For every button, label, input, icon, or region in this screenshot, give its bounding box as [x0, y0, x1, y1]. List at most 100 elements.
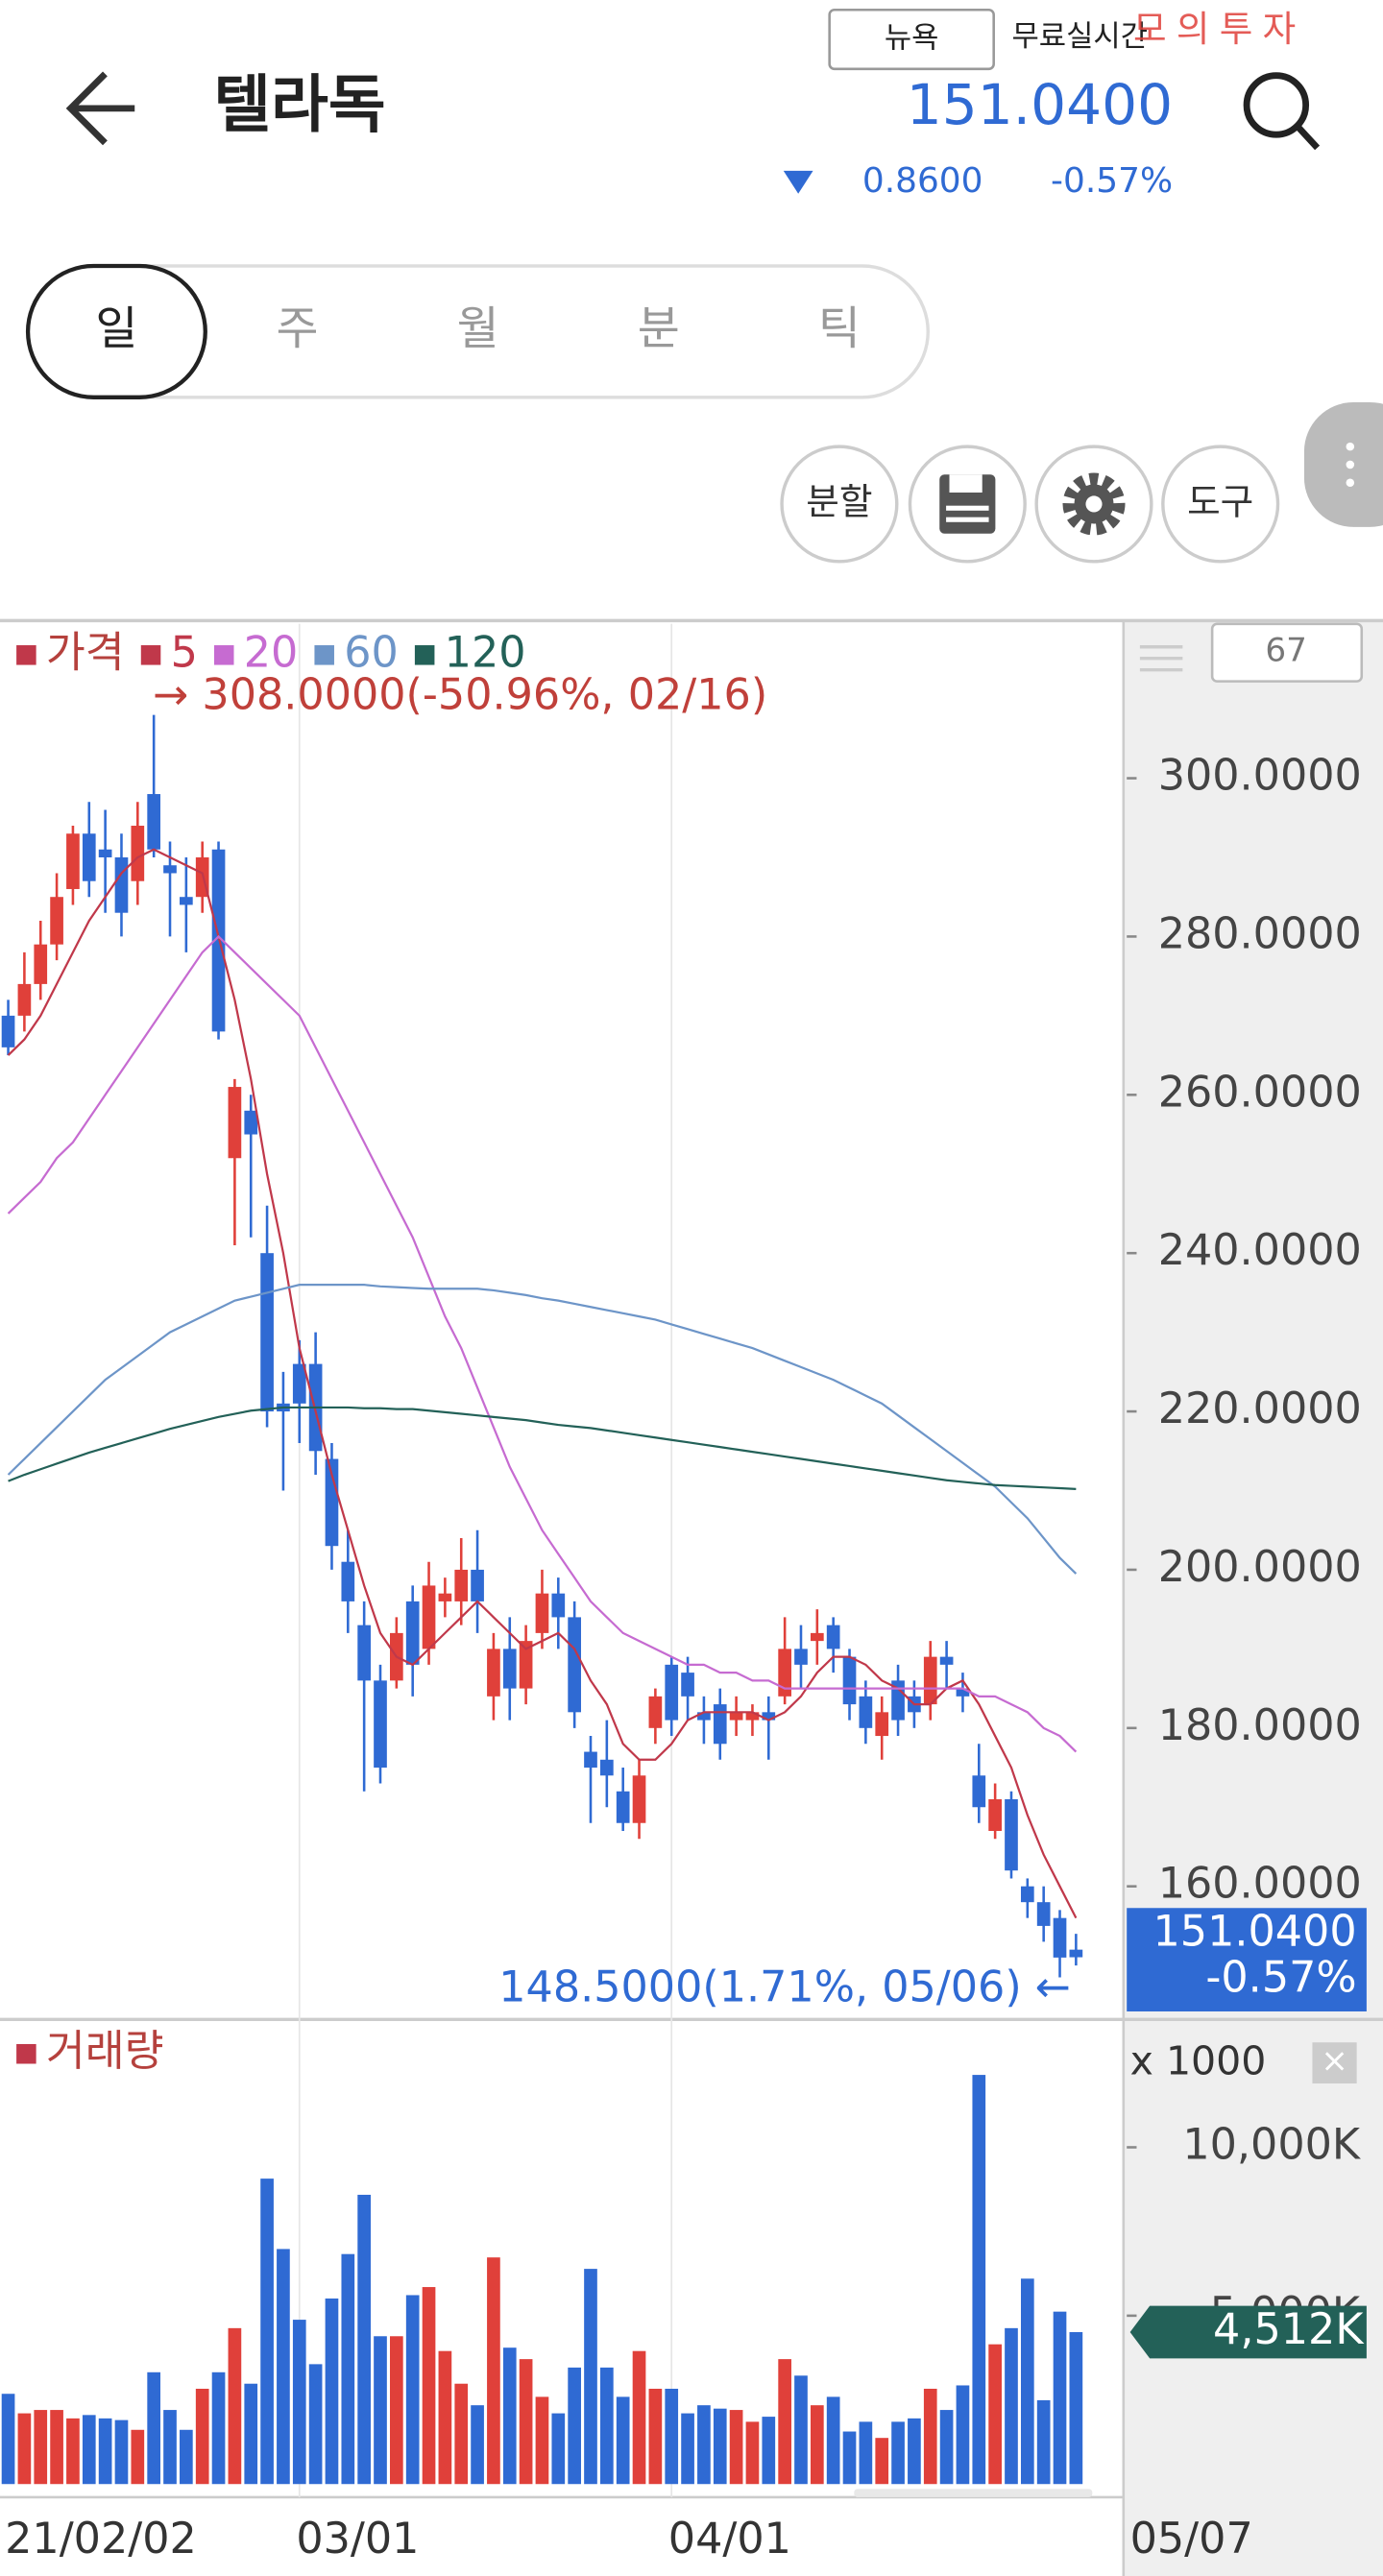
candle-body [584, 1751, 597, 1769]
candle-body [244, 1110, 258, 1135]
volume-bar [842, 2431, 857, 2485]
candle-body [665, 1664, 679, 1721]
price-tag-change: -0.57% [1205, 1953, 1356, 2002]
legend-swatch [314, 645, 334, 665]
volume-bar [923, 2388, 937, 2485]
volume-bar [616, 2396, 630, 2485]
candle-body [131, 826, 145, 881]
price-tag [1127, 1908, 1367, 2011]
candle-body [180, 897, 193, 905]
volume-bar [17, 2413, 32, 2485]
scrollbar[interactable] [854, 2489, 1093, 2497]
stock-title: 텔라독 [213, 69, 385, 141]
moving-average-line [7, 934, 1078, 1753]
volume-bar [535, 2396, 549, 2485]
max-annotation: → 308.0000(-50.96%, 02/16) [153, 671, 767, 720]
period-tab[interactable]: 월 [457, 302, 499, 355]
price-change: 0.8600 [862, 161, 983, 201]
volume-bar [390, 2336, 403, 2485]
volume-bar [438, 2350, 452, 2485]
candle-body [535, 1593, 549, 1633]
candle-body [454, 1569, 469, 1601]
tab-selected[interactable] [25, 263, 207, 399]
candle-body [405, 1601, 420, 1665]
legend-swatch [16, 2043, 36, 2064]
volume-bar [180, 2429, 193, 2485]
exchange-box[interactable] [828, 8, 995, 71]
volume-bar [341, 2253, 355, 2485]
candle-body [616, 1791, 630, 1823]
candle-body [972, 1775, 986, 1808]
candle-body [599, 1759, 614, 1776]
candle-body [98, 849, 112, 857]
candle-body [632, 1775, 646, 1823]
candle-body [1053, 1917, 1067, 1958]
volume-bar [939, 2410, 954, 2485]
volume-bar [859, 2421, 873, 2485]
volume-bar [195, 2388, 209, 2485]
legend-title: 가격 [46, 628, 125, 677]
close-icon: × [1321, 2041, 1348, 2080]
volume-bar [147, 2371, 161, 2485]
candle-body [163, 865, 177, 874]
count-box[interactable] [1210, 622, 1364, 683]
save-icon-line [946, 517, 989, 522]
volume-bar [713, 2408, 727, 2485]
legend-swatch [16, 645, 36, 665]
legend-entry: 20 [244, 628, 299, 677]
volume-bar [599, 2367, 614, 2485]
volume-bar [794, 2375, 808, 2485]
y-tick-label: 160.0000 [1158, 1860, 1362, 1909]
period-tab[interactable]: 분 [638, 302, 680, 355]
candle-body [762, 1712, 776, 1721]
period-tab[interactable]: 일 [95, 302, 137, 355]
list-icon [1139, 645, 1183, 672]
volume-bar [422, 2287, 436, 2485]
candle-body [228, 1087, 242, 1159]
volume-bar [244, 2383, 258, 2485]
candle-body [374, 1680, 387, 1769]
legend-swatch [140, 645, 161, 665]
y-tick-label: 300.0000 [1158, 752, 1362, 801]
volume-bar [519, 2359, 533, 2485]
volume-bar [584, 2269, 597, 2485]
tool-button[interactable] [780, 445, 899, 564]
exchange: 뉴욕 [885, 21, 939, 56]
search-icon[interactable] [1243, 72, 1310, 138]
candle-body [1005, 1799, 1018, 1871]
save-icon-slot [949, 474, 983, 494]
candle-body [82, 833, 96, 881]
menu-dot [1346, 460, 1355, 469]
candle-body [422, 1585, 436, 1649]
period-tab[interactable]: 주 [277, 302, 319, 355]
y-tick-label: 240.0000 [1158, 1226, 1362, 1275]
y-tick-label: 200.0000 [1158, 1543, 1362, 1592]
volume-bar [908, 2418, 921, 2485]
volume-bar [454, 2383, 469, 2485]
candle-body [50, 897, 63, 945]
candle-body [341, 1561, 355, 1601]
volume-bar [810, 2405, 824, 2485]
candle-body [988, 1799, 1002, 1831]
down-triangle [783, 170, 813, 194]
volume-bar [988, 2344, 1002, 2485]
side-menu[interactable] [1303, 401, 1383, 527]
candle-body [826, 1625, 840, 1649]
candle-body [648, 1696, 663, 1728]
candle-body [34, 944, 48, 984]
volume-bar [1005, 2327, 1018, 2485]
volume-bar [648, 2388, 663, 2485]
volume-bar [82, 2415, 96, 2485]
volume-bar [665, 2388, 679, 2485]
period-tab[interactable]: 틱 [818, 302, 861, 355]
close-box[interactable] [1312, 2042, 1357, 2083]
volume-bar [681, 2413, 694, 2485]
volume-bar [891, 2421, 905, 2485]
tool-label: 분할 [806, 480, 872, 522]
tool-button[interactable] [1161, 445, 1280, 564]
candle-body [923, 1656, 937, 1705]
candle-body [568, 1617, 581, 1713]
volume-bar [292, 2320, 306, 2485]
candle-body [260, 1253, 274, 1412]
